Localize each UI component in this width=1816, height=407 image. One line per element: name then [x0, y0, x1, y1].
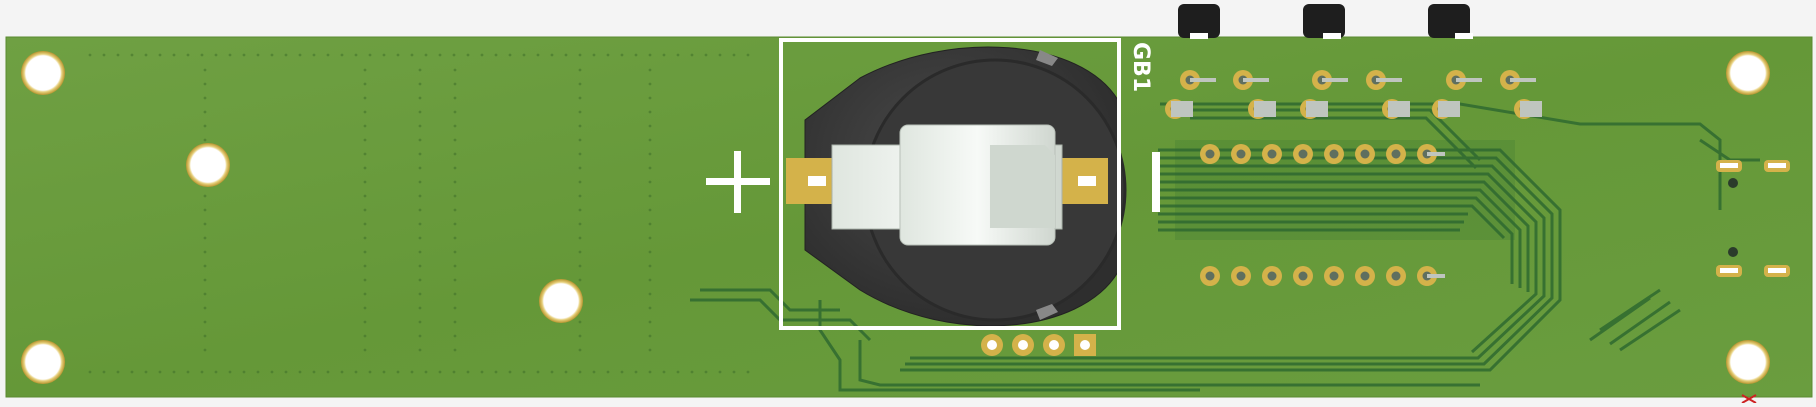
trace-bus-block [1175, 140, 1515, 240]
refdes-label: GB1 [1128, 42, 1153, 92]
silkscreen-outline [779, 38, 1121, 330]
smd-pads-right [1716, 160, 1790, 277]
through-hole-pads [1165, 70, 1542, 286]
edge-marker [1741, 394, 1757, 404]
plus-mark [706, 151, 770, 213]
mounting-hole [21, 51, 1770, 384]
connector-pins-top [1178, 4, 1473, 39]
header-4pin [981, 334, 1096, 356]
coin-cell-holder [786, 46, 1127, 327]
minus-mark [1152, 152, 1160, 212]
